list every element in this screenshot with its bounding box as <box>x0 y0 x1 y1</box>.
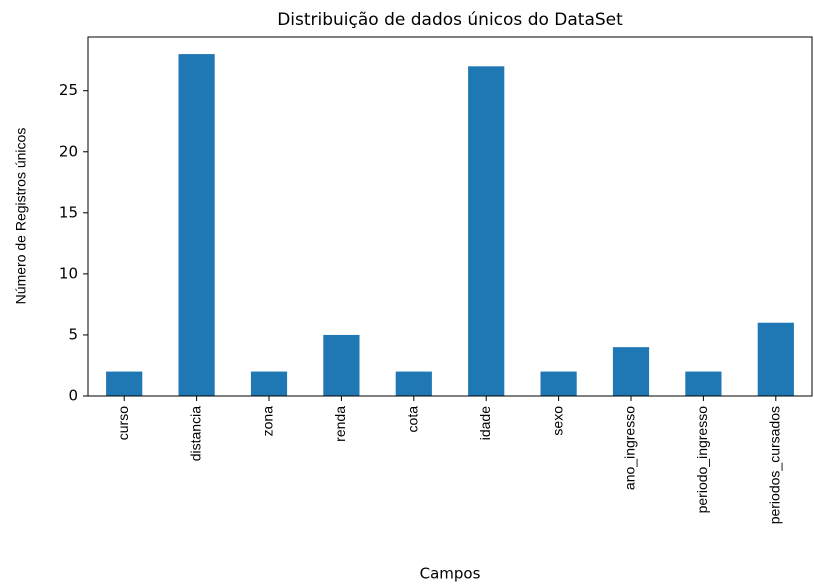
x-tick-label: periodos_cursados <box>767 406 783 524</box>
x-tick-label: renda <box>332 406 348 442</box>
bar <box>395 371 432 396</box>
y-tick-label: 20 <box>59 142 78 160</box>
bar <box>178 54 215 396</box>
y-tick-label: 10 <box>59 264 78 282</box>
bar <box>612 347 650 396</box>
x-tick-label: sexo <box>549 406 565 436</box>
plot-frame <box>87 36 813 397</box>
x-tick-label: cota <box>405 406 421 433</box>
x-tick-label: idade <box>477 406 493 440</box>
x-tick-label: curso <box>115 406 131 440</box>
bar <box>468 66 505 396</box>
x-axis-label: Campos <box>420 565 481 583</box>
y-axis-label: Número de Registros únicos <box>13 128 29 305</box>
x-tick-label: ano_ingresso <box>622 406 638 490</box>
bar <box>685 371 722 396</box>
bar <box>540 371 577 396</box>
y-tick-label: 25 <box>59 81 78 99</box>
bar <box>250 371 288 396</box>
chart-title: Distribuição de dados únicos do DataSet <box>277 10 623 30</box>
bar <box>757 322 794 396</box>
y-tick-label: 0 <box>68 387 78 405</box>
x-tick-label: distancia <box>187 406 203 461</box>
x-tick-label: zona <box>260 406 276 437</box>
x-tick-label: periodo_ingresso <box>694 406 710 514</box>
y-tick-label: 15 <box>59 203 78 221</box>
bar <box>106 371 143 396</box>
bar <box>323 334 360 396</box>
y-tick-label: 5 <box>68 325 78 343</box>
